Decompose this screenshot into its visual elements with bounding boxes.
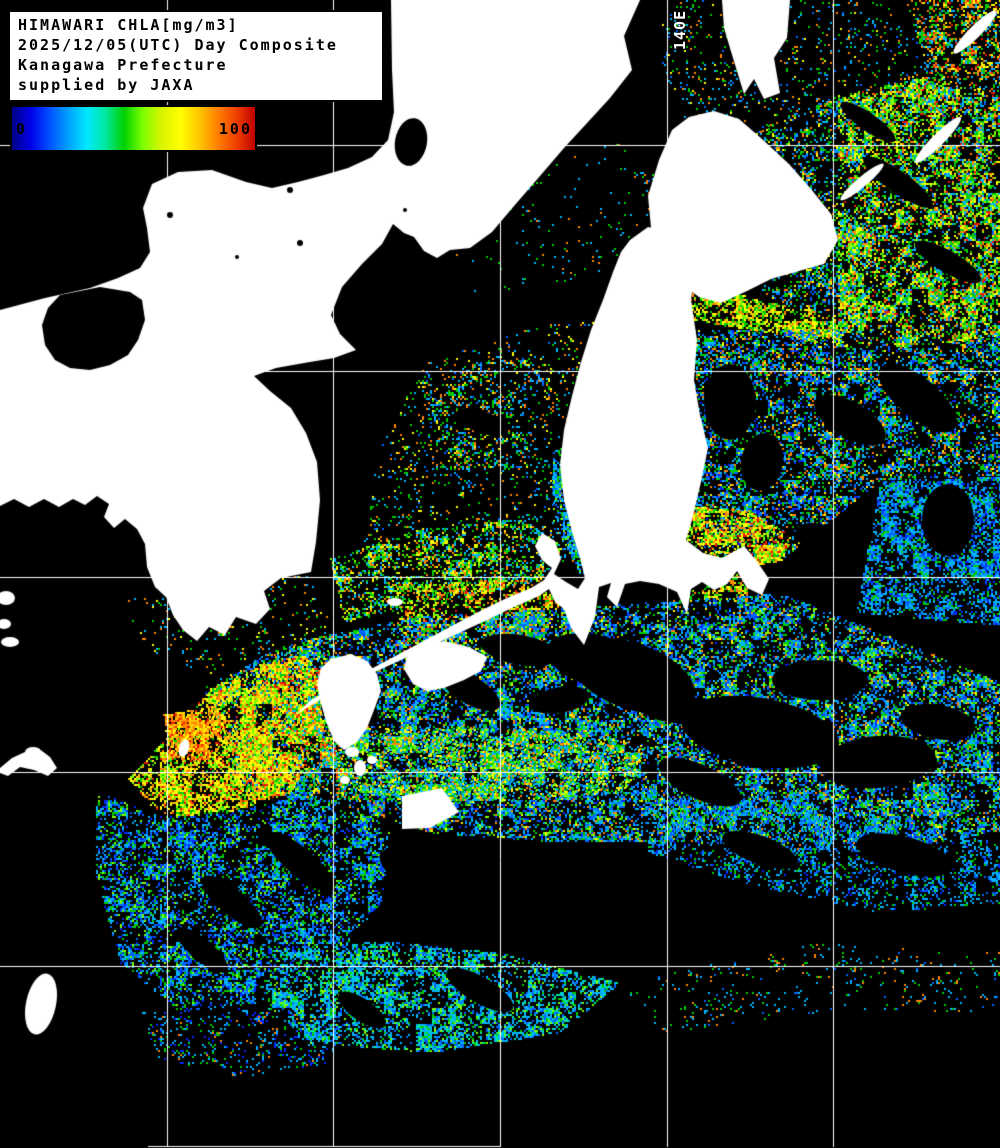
title-line-region: Kanagawa Prefecture bbox=[18, 56, 228, 74]
title-line-source: supplied by JAXA bbox=[18, 76, 195, 94]
latitude-label-40n: 40N bbox=[7, 352, 38, 370]
longitude-label-140e: 140E bbox=[671, 9, 689, 50]
title-line-date: 2025/12/05(UTC) Day Composite bbox=[18, 36, 338, 54]
title-box: HIMAWARI CHLA[mg/m3] 2025/12/05(UTC) Day… bbox=[8, 10, 384, 102]
title-line-product: HIMAWARI CHLA[mg/m3] bbox=[18, 16, 239, 34]
colorbar-min-label: 0 bbox=[16, 120, 28, 138]
colorbar: 0 100 bbox=[10, 105, 257, 152]
colorbar-max-label: 100 bbox=[218, 120, 252, 138]
